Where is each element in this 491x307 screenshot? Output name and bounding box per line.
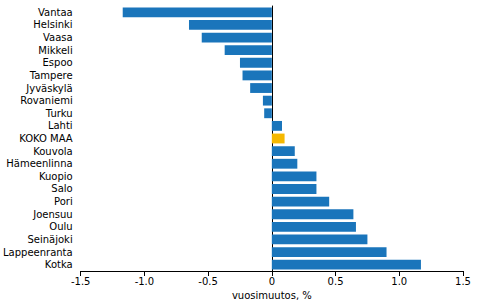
svg-text:Tampere: Tampere [29, 70, 73, 81]
svg-text:vuosimuutos, %: vuosimuutos, % [232, 290, 312, 301]
svg-text:Lahti: Lahti [48, 120, 73, 131]
svg-text:Salo: Salo [51, 183, 72, 194]
svg-text:Hämeenlinna: Hämeenlinna [6, 158, 72, 169]
svg-text:Kuopio: Kuopio [39, 171, 73, 182]
svg-text:-0.5: -0.5 [198, 276, 218, 287]
svg-text:Vantaa: Vantaa [38, 7, 73, 18]
svg-text:Jyväskylä: Jyväskylä [25, 83, 72, 94]
svg-text:Pori: Pori [54, 196, 73, 207]
svg-text:Joensuu: Joensuu [32, 209, 72, 220]
svg-text:-1.0: -1.0 [135, 276, 155, 287]
svg-text:1.5: 1.5 [455, 276, 471, 287]
svg-text:Lappeenranta: Lappeenranta [3, 247, 73, 258]
svg-text:Vaasa: Vaasa [43, 32, 73, 43]
svg-text:Seinäjoki: Seinäjoki [27, 234, 72, 245]
svg-text:0: 0 [269, 276, 275, 287]
svg-text:0.5: 0.5 [328, 276, 344, 287]
svg-text:Rovaniemi: Rovaniemi [20, 95, 72, 106]
svg-text:Kouvola: Kouvola [33, 146, 72, 157]
svg-text:Espoo: Espoo [43, 57, 73, 68]
svg-text:Oulu: Oulu [49, 221, 72, 232]
svg-text:Turku: Turku [45, 108, 73, 119]
svg-text:Mikkeli: Mikkeli [38, 45, 72, 56]
svg-text:KOKO MAA: KOKO MAA [19, 133, 73, 144]
svg-text:Helsinki: Helsinki [33, 19, 72, 30]
svg-text:-1.5: -1.5 [71, 276, 91, 287]
svg-text:1.0: 1.0 [391, 276, 407, 287]
svg-text:Kotka: Kotka [45, 259, 73, 270]
